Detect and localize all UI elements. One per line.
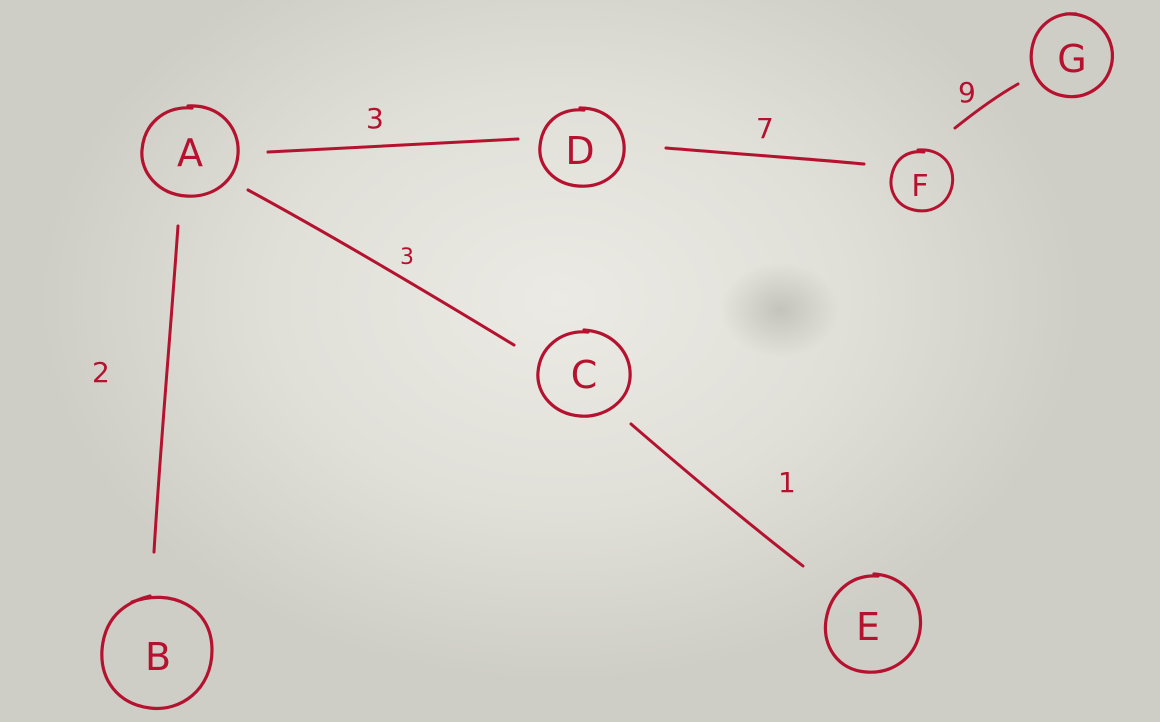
edge-A-C [248, 190, 514, 345]
node-A: A [142, 106, 238, 196]
weight-A-D: 3 [366, 102, 384, 135]
node-C: C [538, 330, 630, 416]
node-E: E [825, 574, 920, 672]
node-G: G [1031, 14, 1112, 97]
weight-A-B: 2 [92, 356, 110, 389]
node-C-label: C [571, 353, 598, 397]
node-G-label: G [1057, 37, 1086, 81]
weight-A-C: 3 [400, 245, 414, 270]
weight-D-F: 7 [756, 112, 774, 145]
edge-A-D [268, 139, 518, 152]
node-A-label: A [177, 131, 203, 175]
weight-C-E: 1 [778, 466, 796, 499]
node-F: F [891, 150, 953, 211]
node-B-label: B [145, 635, 171, 679]
edge-weights: 3 3 2 7 9 1 [92, 76, 976, 499]
nodes: A B C D E F [102, 14, 1113, 709]
node-B: B [102, 596, 212, 708]
node-E-label: E [856, 605, 880, 649]
edge-D-F [666, 148, 864, 164]
node-F-label: F [911, 169, 928, 204]
node-D-label: D [565, 129, 594, 173]
weight-F-G: 9 [958, 76, 976, 109]
edge-A-B [154, 226, 178, 552]
node-D: D [540, 108, 624, 186]
